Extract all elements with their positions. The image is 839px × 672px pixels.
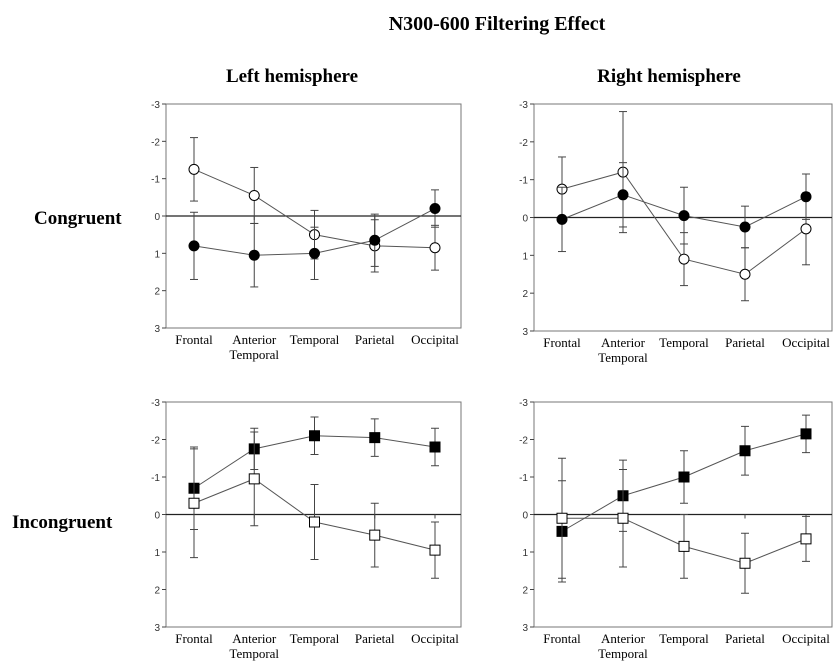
- x-tick-label: Anterior: [601, 335, 646, 350]
- col-header-left: Left hemisphere: [226, 66, 358, 87]
- data-point: [617, 189, 629, 201]
- x-tick-label: Anterior: [232, 332, 277, 347]
- y-tick-label: -1: [519, 176, 528, 187]
- x-tick-label: Anterior: [232, 631, 277, 646]
- x-tick-label: Temporal: [598, 646, 648, 661]
- data-point: [739, 445, 751, 457]
- x-tick-label: Anterior: [601, 631, 646, 646]
- data-point: [248, 473, 260, 485]
- data-point: [800, 223, 812, 235]
- data-point: [678, 540, 690, 552]
- x-tick-label: Temporal: [290, 332, 340, 347]
- x-tick-label: Temporal: [229, 646, 279, 661]
- data-point: [678, 253, 690, 265]
- x-tick-label: Parietal: [725, 631, 765, 646]
- x-tick-label: Temporal: [290, 631, 340, 646]
- y-tick-label: 0: [154, 511, 160, 522]
- data-point: [248, 189, 260, 201]
- x-tick-label: Occipital: [411, 631, 459, 646]
- x-tick-label: Occipital: [782, 335, 830, 350]
- data-point: [800, 533, 812, 545]
- x-tick-label: Frontal: [175, 631, 213, 646]
- y-tick-label: 3: [522, 327, 528, 338]
- y-tick-label: 2: [522, 586, 528, 597]
- x-tick-label: Occipital: [782, 631, 830, 646]
- y-tick-label: 0: [154, 212, 160, 223]
- x-tick-label: Frontal: [543, 335, 581, 350]
- y-tick-label: 2: [154, 287, 160, 298]
- row-header-congruent: Congruent: [34, 208, 122, 229]
- data-point: [429, 544, 441, 556]
- data-point: [429, 441, 441, 453]
- y-tick-label: 3: [154, 623, 160, 634]
- data-point: [617, 512, 629, 524]
- data-point: [369, 432, 381, 444]
- y-tick-label: 2: [154, 586, 160, 597]
- data-point: [678, 210, 690, 222]
- y-tick-label: -3: [151, 398, 160, 409]
- y-tick-label: -2: [151, 436, 160, 447]
- x-tick-label: Temporal: [598, 350, 648, 365]
- y-tick-label: -1: [151, 473, 160, 484]
- y-tick-label: -2: [151, 137, 160, 148]
- x-tick-label: Frontal: [175, 332, 213, 347]
- y-tick-label: -2: [519, 138, 528, 149]
- data-point: [739, 221, 751, 233]
- col-header-right: Right hemisphere: [597, 66, 741, 87]
- y-tick-label: -2: [519, 436, 528, 447]
- figure-title: N300-600 Filtering Effect: [389, 13, 606, 35]
- y-tick-label: -1: [151, 175, 160, 186]
- y-tick-label: 1: [522, 548, 528, 559]
- x-tick-label: Occipital: [411, 332, 459, 347]
- y-tick-label: -1: [519, 473, 528, 484]
- data-point: [309, 247, 320, 259]
- y-tick-label: 1: [522, 251, 528, 262]
- y-tick-label: 0: [522, 511, 528, 522]
- data-point: [309, 516, 320, 528]
- data-point: [369, 234, 381, 246]
- data-point: [739, 268, 751, 280]
- y-tick-label: 1: [154, 548, 160, 559]
- y-tick-label: 1: [154, 249, 160, 260]
- y-tick-label: -3: [519, 398, 528, 409]
- data-point: [739, 557, 751, 569]
- y-tick-label: 3: [154, 324, 160, 335]
- data-point: [369, 529, 381, 541]
- y-tick-label: 3: [522, 623, 528, 634]
- row-header-incongruent: Incongruent: [12, 512, 113, 533]
- x-tick-label: Parietal: [725, 335, 765, 350]
- x-tick-label: Frontal: [543, 631, 581, 646]
- y-tick-label: 2: [522, 289, 528, 300]
- data-point: [188, 240, 200, 252]
- x-tick-label: Parietal: [355, 631, 395, 646]
- data-point: [800, 428, 812, 440]
- data-point: [188, 163, 200, 175]
- data-point: [556, 213, 568, 225]
- x-tick-label: Parietal: [355, 332, 395, 347]
- y-tick-label: 0: [522, 214, 528, 225]
- y-tick-label: -3: [519, 100, 528, 111]
- data-point: [678, 471, 690, 483]
- data-point: [556, 512, 568, 524]
- data-point: [248, 249, 260, 261]
- y-tick-label: -3: [151, 100, 160, 111]
- data-point: [188, 497, 200, 509]
- data-point: [800, 191, 812, 203]
- x-tick-label: Temporal: [659, 631, 709, 646]
- data-point: [429, 203, 441, 215]
- data-point: [429, 242, 441, 254]
- x-tick-label: Temporal: [659, 335, 709, 350]
- data-point: [309, 430, 320, 442]
- x-tick-label: Temporal: [229, 347, 279, 362]
